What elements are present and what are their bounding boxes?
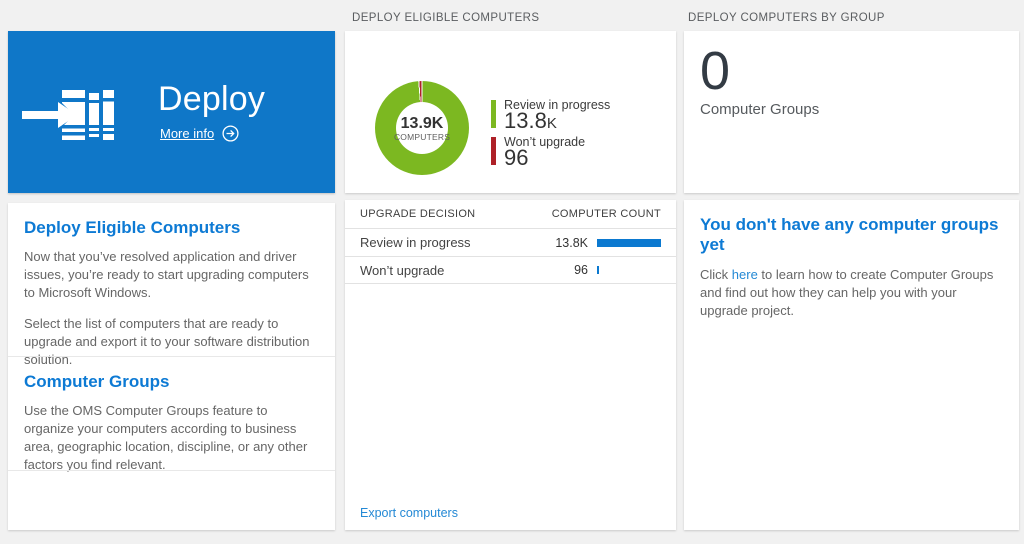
export-computers-link[interactable]: Export computers	[360, 506, 458, 520]
computer-groups-count-card: 0 Computer Groups	[684, 31, 1019, 193]
no-groups-card: You don't have any computer groups yet C…	[684, 200, 1019, 530]
row-label: Review in progress	[360, 235, 471, 250]
upgrade-decision-donut-chart[interactable]: 13.9K COMPUTERS	[375, 81, 469, 175]
computer-groups-section: Computer Groups Use the OMS Computer Gro…	[8, 356, 335, 472]
legend-item-review-in-progress[interactable]: Review in progress 13.8K	[491, 98, 610, 133]
legend-label: Won’t upgrade	[504, 135, 586, 149]
donut-total-label: COMPUTERS	[393, 131, 451, 142]
count-bar	[597, 238, 661, 247]
donut-legend: Review in progress 13.8K Won’t upgrade 9…	[491, 98, 610, 193]
deploy-eligible-heading: Deploy Eligible Computers	[24, 218, 241, 237]
table-row[interactable]: Review in progress 13.8K	[345, 228, 676, 256]
arrow-circle-icon[interactable]	[222, 125, 239, 142]
upgrade-decision-table-card: UPGRADE DECISION COMPUTER COUNT Review i…	[345, 200, 676, 530]
legend-item-wont-upgrade[interactable]: Won’t upgrade 96	[491, 135, 610, 170]
table-header: UPGRADE DECISION COMPUTER COUNT	[345, 200, 676, 228]
deploy-info-card: Deploy Eligible Computers Now that you’v…	[8, 203, 335, 530]
row-label: Won’t upgrade	[360, 262, 445, 278]
row-bar-track	[597, 266, 661, 274]
deploy-eligible-section: Deploy Eligible Computers Now that you’v…	[8, 203, 335, 367]
legend-swatch-green	[491, 100, 496, 128]
legend-label: Review in progress	[504, 98, 611, 112]
donut-center: 13.9K COMPUTERS	[393, 102, 451, 154]
computer-groups-count-label: Computer Groups	[700, 101, 820, 118]
empty-section	[8, 470, 335, 530]
tile-title: Deploy	[158, 80, 266, 118]
computer-groups-paragraph: Use the OMS Computer Groups feature to o…	[24, 403, 308, 472]
eligible-computers-chart-card: 13.9K COMPUTERS Review in progress 13.8K…	[345, 31, 676, 193]
middle-column-header: DEPLOY ELIGIBLE COMPUTERS	[352, 12, 540, 24]
legend-value: 96	[504, 145, 529, 170]
deploy-eligible-paragraph-2: Select the list of computers that are re…	[24, 316, 310, 367]
column-computer-count: COMPUTER COUNT	[551, 208, 661, 220]
computer-groups-count: 0	[700, 41, 731, 101]
legend-value: 13.8K	[504, 108, 557, 133]
deploy-icon	[22, 88, 114, 142]
count-bar	[597, 266, 599, 274]
no-groups-heading: You don't have any computer groups yet	[700, 215, 999, 254]
computer-groups-heading: Computer Groups	[24, 372, 170, 391]
right-column-header: DEPLOY COMPUTERS BY GROUP	[688, 12, 885, 24]
row-value: 13.8K	[555, 235, 588, 250]
row-value: 96	[574, 263, 588, 277]
here-link[interactable]: here	[731, 267, 758, 282]
donut-total-value: 13.9K	[400, 114, 444, 132]
table-row[interactable]: Won’t upgrade 96	[345, 256, 676, 284]
column-upgrade-decision: UPGRADE DECISION	[360, 208, 476, 220]
deploy-tile[interactable]: Deploy More info	[8, 31, 335, 193]
more-info-link[interactable]: More info	[160, 126, 215, 141]
no-groups-text: Click here to learn how to create Comput…	[700, 267, 994, 318]
deploy-eligible-paragraph-1: Now that you’ve resolved application and…	[24, 249, 309, 300]
legend-swatch-red	[491, 137, 496, 165]
row-bar-track	[597, 238, 661, 247]
